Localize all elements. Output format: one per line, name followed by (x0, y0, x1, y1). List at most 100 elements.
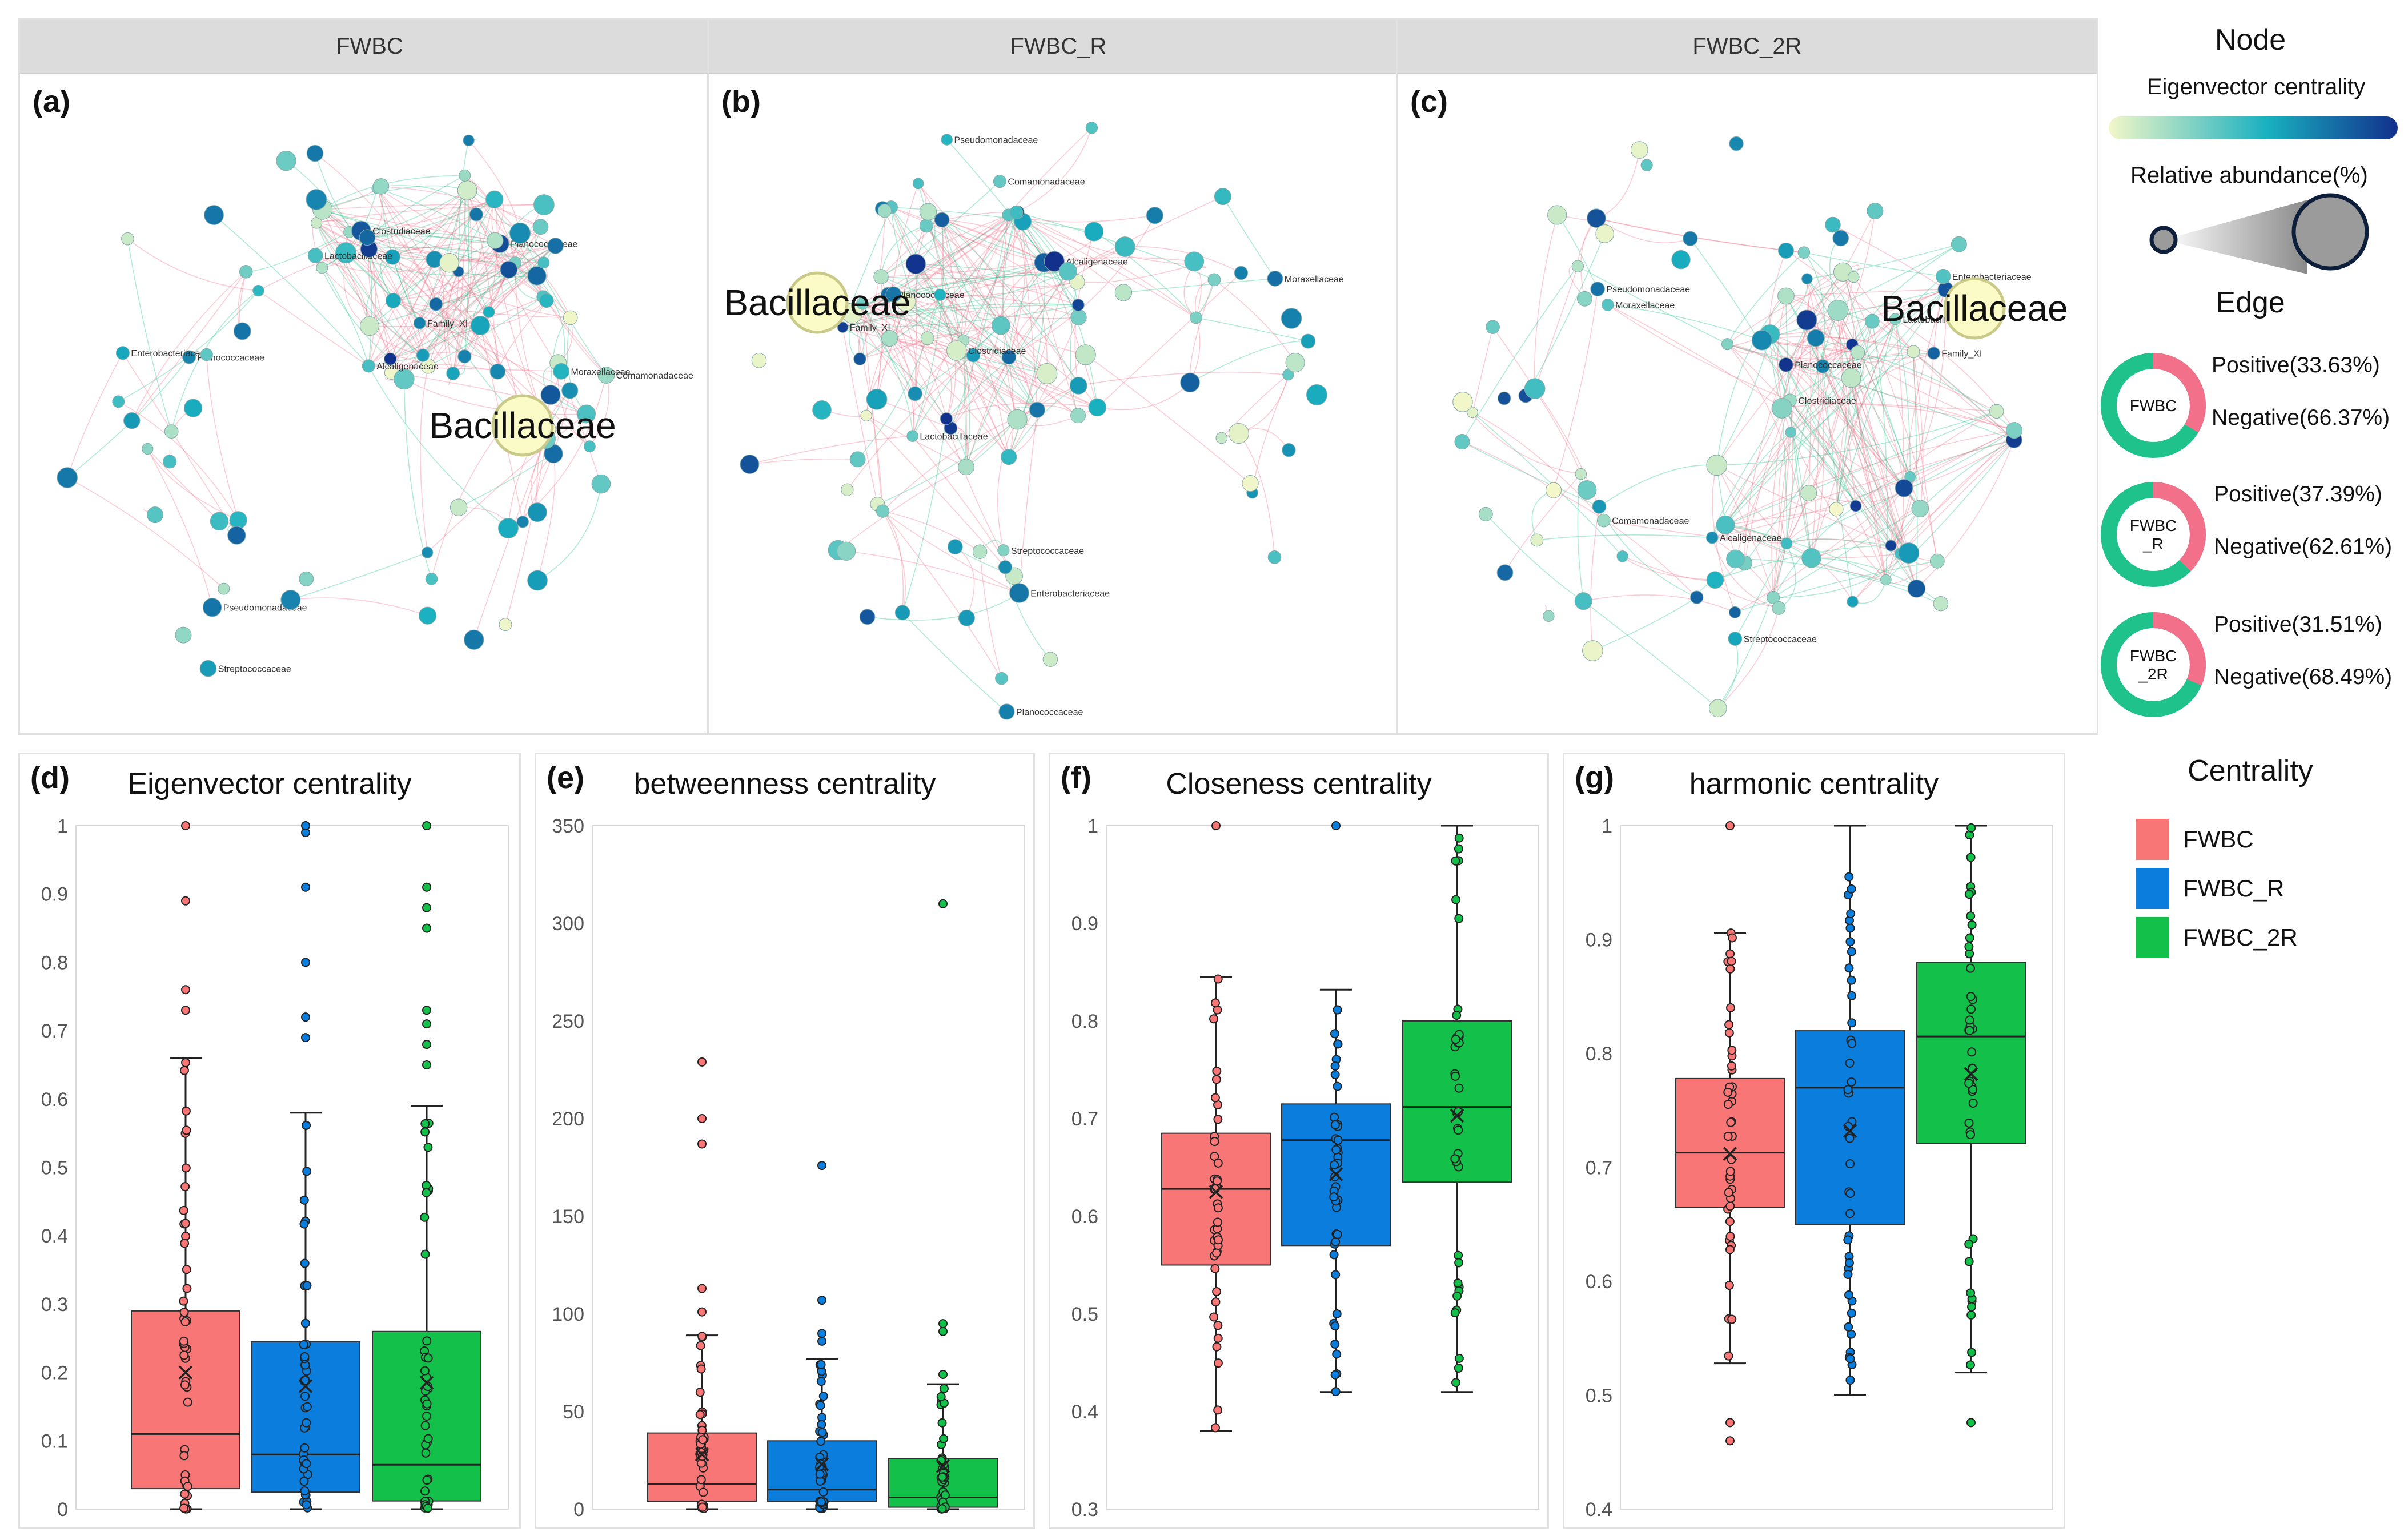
data-point (1845, 937, 1855, 947)
network-node (384, 249, 400, 265)
data-point (939, 1434, 949, 1443)
network-node (362, 359, 375, 373)
network-node (360, 316, 379, 336)
network-edge (147, 448, 239, 521)
network-node (1889, 313, 1901, 325)
network-edge (1492, 327, 1582, 475)
network-edge (1904, 439, 2014, 489)
network-edge (1525, 234, 1606, 396)
outlier-point (938, 899, 948, 908)
chart-title: betweenness centrality (633, 767, 936, 801)
network-edge (435, 304, 590, 447)
plot-area (1106, 825, 1539, 1510)
network-edge (1716, 295, 1787, 465)
data-point (1213, 1333, 1223, 1343)
y-tick-label: 0.8 (41, 952, 68, 974)
network-edge (1727, 344, 1812, 558)
network-node (485, 190, 504, 208)
network-node (385, 292, 401, 308)
network-edge (882, 510, 904, 613)
data-point (696, 1341, 705, 1350)
network-edge (1717, 543, 1787, 709)
network-edge (880, 225, 927, 277)
data-point (697, 1332, 707, 1341)
network-edge (322, 185, 468, 210)
data-point (1845, 1133, 1855, 1143)
data-point (1725, 1245, 1735, 1254)
data-point (181, 1106, 191, 1116)
network-node (997, 544, 1010, 557)
node-label: Clostridiaceae (968, 347, 1026, 356)
network-edge (1781, 309, 1839, 408)
network-node (469, 207, 483, 222)
legend-label: FWBC_2R (2183, 924, 2298, 951)
legend-swatch (2136, 819, 2169, 860)
network-edge (1534, 266, 1579, 389)
node-label: Planococcaceae (1016, 707, 1083, 717)
mean-marker (1329, 1167, 1343, 1181)
data-point (1844, 1322, 1853, 1332)
network-edge (1485, 513, 1584, 602)
network-edge (862, 303, 1098, 408)
data-point (302, 1402, 312, 1412)
network-edge (391, 372, 587, 415)
network-edge (905, 211, 1018, 302)
network-edge (890, 207, 1079, 305)
network-node (112, 395, 125, 408)
network-node (527, 570, 548, 591)
node-label: Planococcaceae (198, 353, 265, 363)
data-point (1846, 909, 1856, 919)
data-point (1966, 1310, 1976, 1320)
node-label: Lactobacillaceae (324, 251, 392, 261)
panel-letter: (e) (547, 761, 584, 795)
network-edge (912, 212, 1017, 436)
network-edge (1913, 351, 1938, 561)
network-edge (1712, 429, 2014, 538)
network-node (199, 660, 217, 677)
network-node (1524, 378, 1546, 399)
network-node (873, 269, 889, 284)
box-fwbc-r (251, 821, 360, 1513)
data-point (422, 1475, 432, 1485)
hub-node (786, 271, 849, 334)
network-edge (392, 190, 468, 301)
network-node (1832, 230, 1849, 247)
network-edge (1778, 432, 1792, 544)
mean-marker (419, 1376, 434, 1390)
node-label: Family_XI (850, 323, 890, 333)
network-edge (912, 436, 1015, 577)
data-point (1330, 1070, 1340, 1080)
network-node (920, 331, 934, 345)
outlier-point (817, 1161, 826, 1171)
network-edge (1725, 524, 1887, 581)
data-point (1454, 914, 1464, 923)
node-label: Enterobacteriaceae (131, 349, 210, 359)
network-graph: Family_XI Planococcaceae Lactobacillaceae C… (724, 122, 1344, 720)
network-edge (1016, 212, 1038, 410)
network-node (210, 512, 229, 531)
hub-node (1943, 277, 2006, 340)
data-point (1725, 1201, 1735, 1211)
legend-label: FWBC (2183, 826, 2254, 853)
box-fwbc (1675, 821, 1785, 1446)
network-edge (1097, 272, 1242, 408)
data-point (300, 1392, 310, 1401)
network-edge (1851, 377, 1909, 553)
edge-donut-fwbc: FWBC Positive(33.63%) Negative(66.37%) (2096, 343, 2405, 468)
network-node (446, 367, 460, 380)
data-point (299, 1340, 308, 1350)
data-point (816, 1437, 826, 1446)
y-tick-label: 0.7 (41, 1020, 68, 1042)
network-edge (1773, 505, 1856, 598)
node-label: Pseudomonadaceae (954, 136, 1038, 146)
data-point (1725, 1167, 1735, 1176)
data-point (816, 1360, 826, 1369)
network-node (1602, 299, 1614, 311)
network-edge (973, 221, 1024, 356)
outlier-point (697, 1284, 707, 1293)
network-edge (1832, 224, 1946, 290)
network-edge (1885, 440, 2014, 581)
data-point (1965, 963, 1975, 973)
network-node (1242, 475, 1259, 492)
boxplot-chart: 0.3 0.4 0.5 0.6 0.7 0.8 0.9 1 (1071, 815, 1539, 1521)
